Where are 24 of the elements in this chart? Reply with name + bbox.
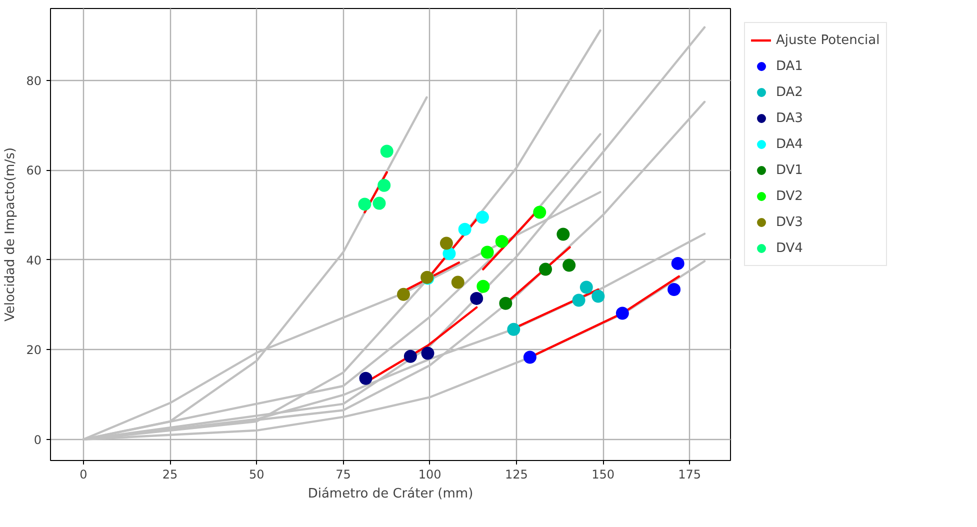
- legend-label: DA1: [776, 58, 803, 74]
- x-axis-title: Diámetro de Cráter (mm): [308, 486, 474, 502]
- y-tick-label: 60: [26, 164, 42, 178]
- legend-label: Ajuste Potencial: [776, 32, 880, 48]
- x-tick-label: 150: [592, 468, 614, 482]
- legend-label: DV3: [776, 214, 803, 230]
- x-tick-label: 50: [248, 468, 264, 482]
- x-tick-label: 75: [336, 468, 351, 482]
- y-tick-label: 40: [26, 253, 42, 268]
- legend-label: DA3: [776, 110, 803, 126]
- legend-label: DV1: [776, 162, 803, 178]
- y-tick-label: 0: [34, 432, 42, 447]
- legend-label: DA4: [776, 136, 803, 152]
- x-tick-label: 100: [418, 468, 442, 482]
- legend-label: DV2: [776, 188, 803, 204]
- y-axis-title: Velocidad de Impacto(m/s): [3, 147, 18, 322]
- y-tick-label: 80: [26, 74, 42, 88]
- x-tick-label: 175: [678, 468, 702, 482]
- legend-label: DA2: [776, 84, 803, 100]
- legend-label: DV4: [776, 240, 803, 256]
- y-tick-label: 20: [26, 343, 42, 358]
- x-tick-label: 125: [504, 468, 528, 482]
- x-tick-label: 0: [80, 468, 88, 482]
- x-tick-label: 25: [162, 468, 178, 482]
